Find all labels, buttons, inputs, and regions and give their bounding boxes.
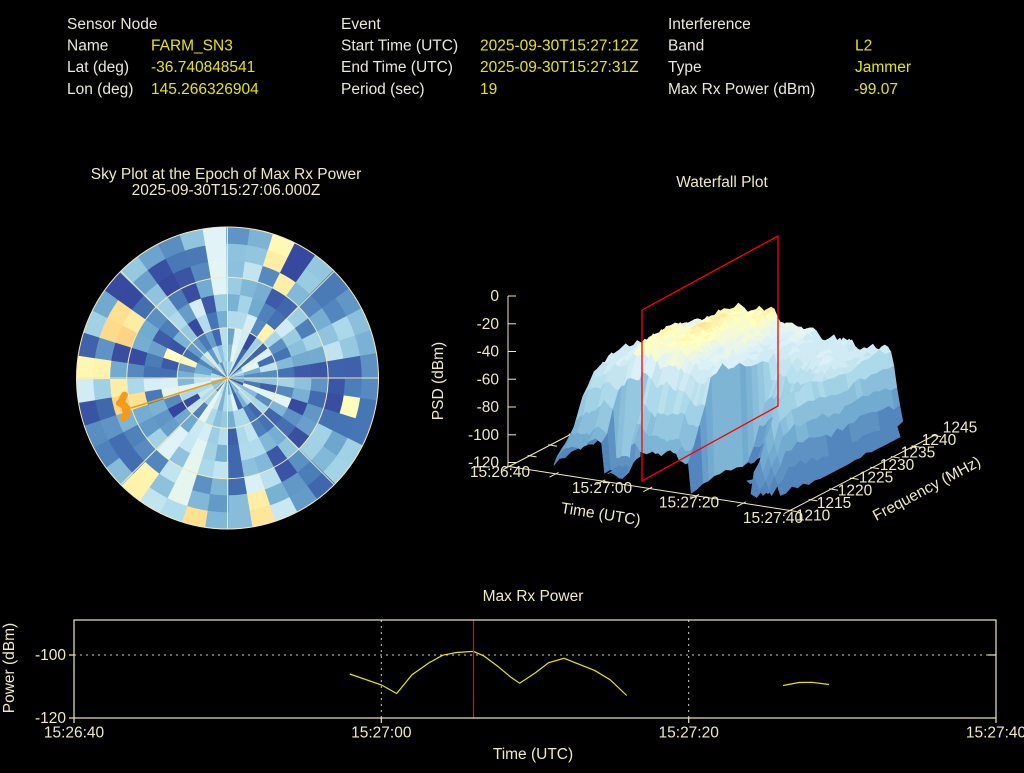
svg-text:Max Rx Power: Max Rx Power: [483, 588, 584, 605]
svg-text:15:27:40: 15:27:40: [966, 725, 1024, 742]
svg-text:Name: Name: [67, 38, 108, 55]
svg-text:-20: -20: [477, 316, 500, 333]
svg-text:-100: -100: [35, 647, 66, 664]
svg-text:15:27:20: 15:27:20: [659, 725, 720, 742]
svg-text:Event: Event: [341, 16, 381, 33]
svg-text:2025-09-30T15:27:06.000Z: 2025-09-30T15:27:06.000Z: [132, 182, 321, 199]
svg-text:FARM_SN3: FARM_SN3: [151, 38, 233, 55]
svg-text:Power (dBm): Power (dBm): [1, 623, 18, 713]
svg-text:Type: Type: [668, 59, 702, 76]
svg-text:End Time (UTC): End Time (UTC): [341, 59, 453, 76]
svg-text:-120: -120: [35, 710, 66, 727]
svg-text:Jammer: Jammer: [855, 59, 911, 76]
svg-text:Waterfall Plot: Waterfall Plot: [676, 174, 768, 191]
svg-text:15:27:20: 15:27:20: [659, 495, 720, 512]
svg-text:-36.740848541: -36.740848541: [151, 59, 255, 76]
svg-text:-60: -60: [477, 371, 500, 388]
svg-text:Band: Band: [668, 38, 704, 55]
svg-text:15:27:00: 15:27:00: [351, 725, 412, 742]
svg-text:-80: -80: [477, 399, 500, 416]
svg-text:Lon (deg): Lon (deg): [67, 81, 133, 98]
svg-text:1240: 1240: [922, 432, 957, 449]
svg-text:Time (UTC): Time (UTC): [493, 746, 573, 763]
svg-text:1225: 1225: [859, 470, 893, 487]
svg-text:0: 0: [490, 288, 499, 305]
svg-text:Lat (deg): Lat (deg): [67, 59, 129, 76]
svg-text:1220: 1220: [838, 482, 873, 499]
svg-text:Start Time (UTC): Start Time (UTC): [341, 38, 458, 55]
svg-text:L2: L2: [855, 38, 872, 55]
svg-text:1245: 1245: [943, 419, 977, 436]
svg-text:2025-09-30T15:27:12Z: 2025-09-30T15:27:12Z: [480, 38, 639, 55]
svg-text:1235: 1235: [901, 445, 935, 462]
svg-text:145.266326904: 145.266326904: [151, 81, 259, 98]
svg-text:1215: 1215: [817, 495, 851, 512]
svg-text:15:27:00: 15:27:00: [572, 480, 633, 497]
svg-text:15:27:40: 15:27:40: [743, 510, 804, 527]
svg-text:Sensor Node: Sensor Node: [67, 16, 157, 33]
svg-text:19: 19: [480, 81, 497, 98]
svg-text:PSD (dBm): PSD (dBm): [430, 342, 447, 420]
svg-text:Max Rx Power (dBm): Max Rx Power (dBm): [668, 81, 815, 98]
svg-text:Interference: Interference: [668, 16, 751, 33]
svg-text:Sky Plot at the Epoch of Max R: Sky Plot at the Epoch of Max Rx Power: [91, 166, 362, 183]
svg-text:-100: -100: [468, 427, 499, 444]
svg-text:1210: 1210: [796, 508, 831, 525]
svg-text:2025-09-30T15:27:31Z: 2025-09-30T15:27:31Z: [480, 59, 639, 76]
svg-text:15:26:40: 15:26:40: [44, 725, 105, 742]
svg-text:15:26:40: 15:26:40: [470, 464, 531, 481]
svg-text:-99.07: -99.07: [854, 81, 898, 98]
svg-text:-120: -120: [468, 455, 499, 472]
svg-text:Period (sec): Period (sec): [341, 81, 425, 98]
svg-text:-40: -40: [477, 344, 500, 361]
svg-text:1230: 1230: [880, 457, 915, 474]
